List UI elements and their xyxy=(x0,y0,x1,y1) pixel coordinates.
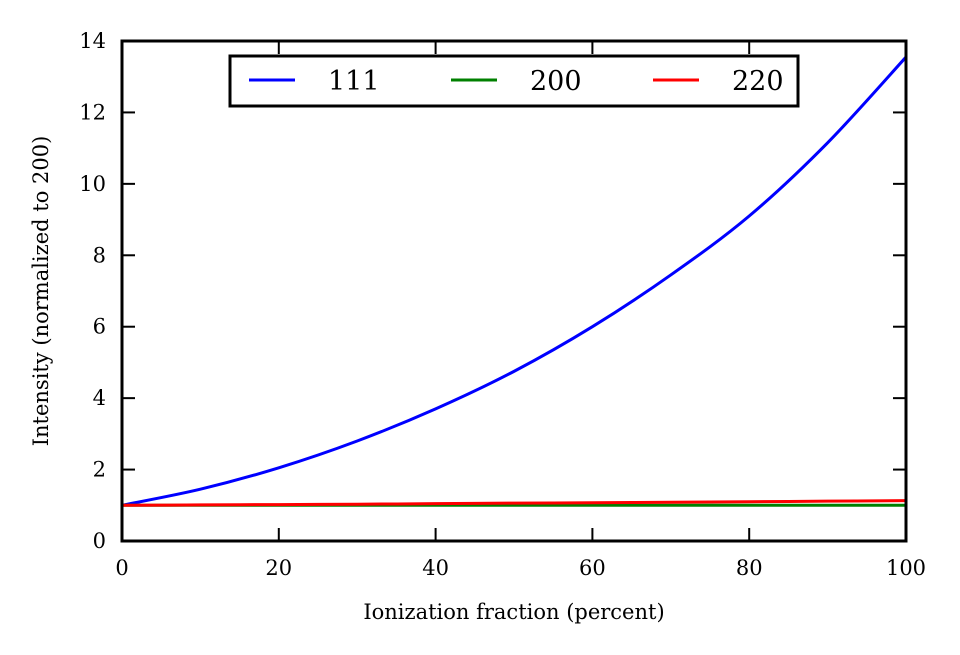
legend-label-220: 220 xyxy=(732,66,784,97)
x-tick-label: 20 xyxy=(265,556,292,580)
x-tick-label: 60 xyxy=(579,556,606,580)
y-tick-label: 4 xyxy=(93,386,106,410)
x-tick-label: 100 xyxy=(886,556,926,580)
ticks-layer: 0 20 40 60 80 100 0 2 4 6 8 10 12 14 xyxy=(79,29,926,580)
plot-frame xyxy=(120,39,908,543)
y-tick-label: 8 xyxy=(93,243,106,267)
legend: 111 200 220 xyxy=(228,54,800,108)
series-line-220 xyxy=(121,499,907,507)
x-tick-label: 40 xyxy=(422,556,449,580)
legend-box xyxy=(228,54,800,108)
y-tick-label: 2 xyxy=(93,458,106,482)
series-line-111 xyxy=(121,56,908,507)
x-tick-label: 80 xyxy=(736,556,763,580)
legend-label-200: 200 xyxy=(530,66,582,97)
x-axis-label: Ionization fraction (percent) xyxy=(363,600,664,624)
y-tick-label: 12 xyxy=(79,100,106,124)
legend-label-111: 111 xyxy=(328,66,380,97)
x-tick-label: 0 xyxy=(115,556,128,580)
series-layer xyxy=(121,56,908,507)
y-tick-label: 14 xyxy=(79,29,106,53)
y-tick-label: 0 xyxy=(93,529,106,553)
y-tick-label: 10 xyxy=(79,172,106,196)
y-axis-label: Intensity (normalized to 200) xyxy=(29,136,53,447)
y-tick-label: 6 xyxy=(93,315,106,339)
